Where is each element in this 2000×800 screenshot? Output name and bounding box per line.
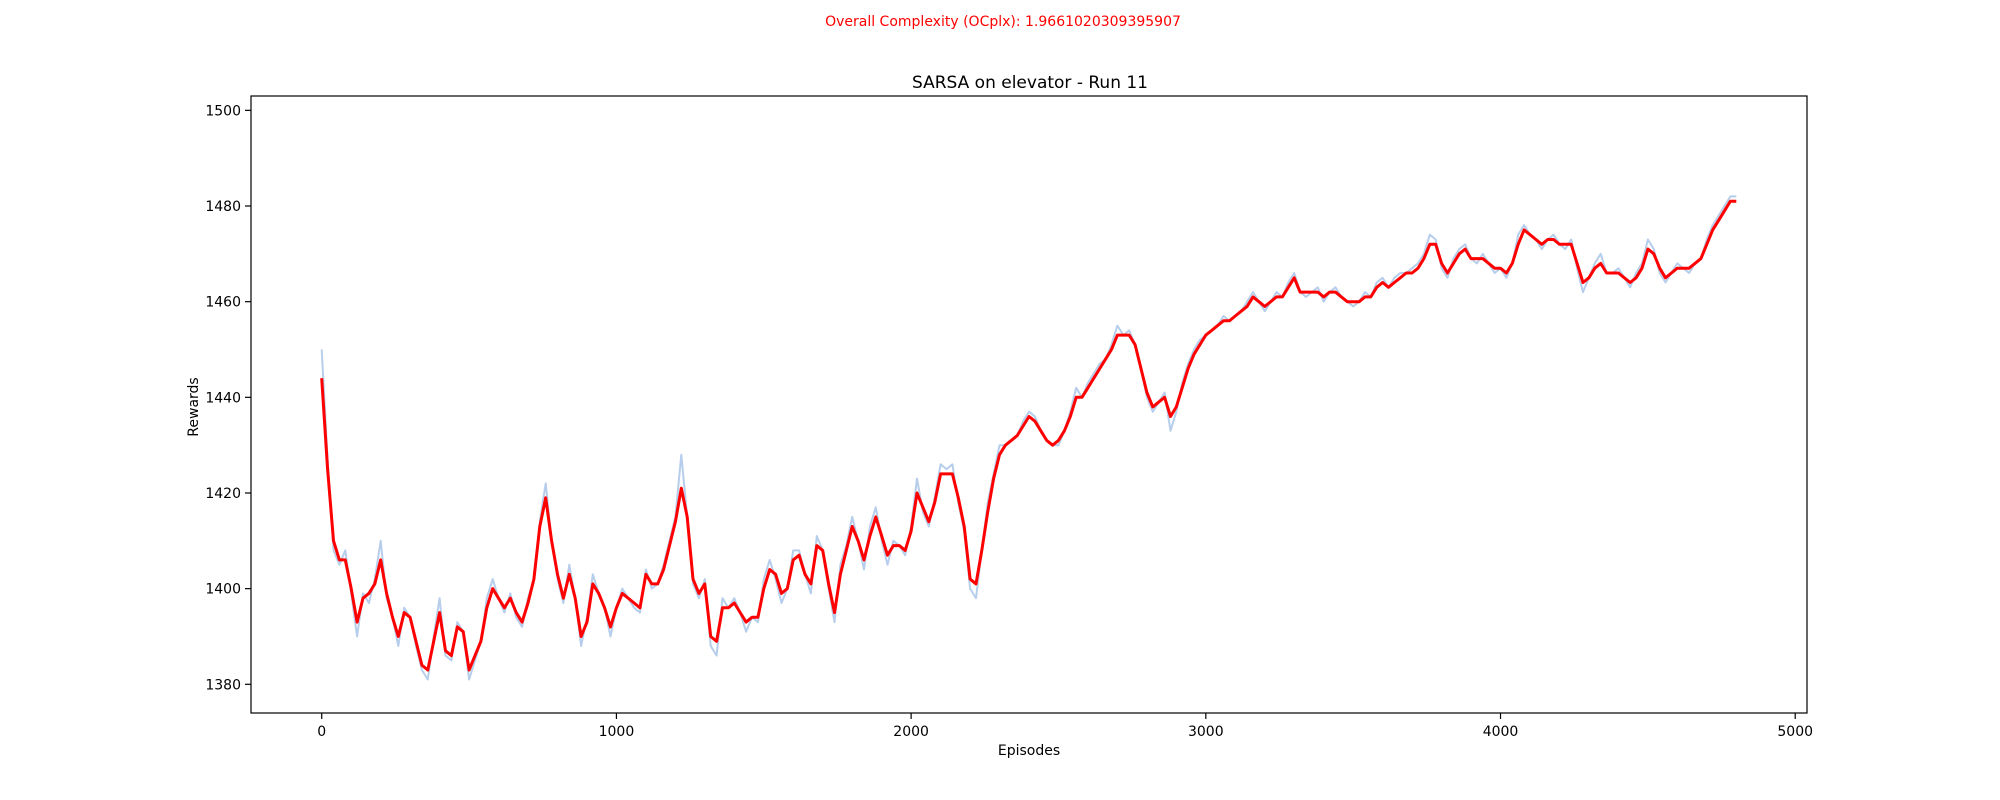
complexity-annotation: Overall Complexity (OCplx): 1.9661020309… — [825, 14, 1181, 30]
x-tick-label: 4000 — [1483, 724, 1519, 740]
x-tick-label: 5000 — [1777, 724, 1813, 740]
x-tick-label: 1000 — [599, 724, 635, 740]
plot-area — [320, 195, 1737, 681]
y-axis: 1380 1400 1420 1440 1460 1480 1500 — [205, 103, 251, 693]
plot-frame — [250, 95, 1808, 714]
y-tick-label: 1480 — [205, 199, 241, 215]
chart-title: SARSA on elevator - Run 11 — [912, 73, 1148, 93]
y-axis-title: Rewards — [186, 377, 202, 436]
y-tick-label: 1420 — [205, 486, 241, 502]
raw-rewards-series-line — [320, 195, 1737, 681]
x-tick-label: 0 — [317, 724, 326, 740]
y-tick-label: 1440 — [205, 390, 241, 406]
smoothed-rewards-series-line — [320, 199, 1737, 672]
x-tick-label: 2000 — [893, 724, 929, 740]
y-tick-label: 1460 — [205, 295, 241, 311]
x-axis: 0 1000 2000 3000 4000 5000 — [317, 713, 1813, 740]
y-tick-label: 1400 — [205, 582, 241, 598]
x-axis-title: Episodes — [998, 743, 1060, 759]
x-tick-label: 3000 — [1188, 724, 1224, 740]
y-tick-label: 1380 — [205, 677, 241, 693]
y-tick-label: 1500 — [205, 103, 241, 119]
